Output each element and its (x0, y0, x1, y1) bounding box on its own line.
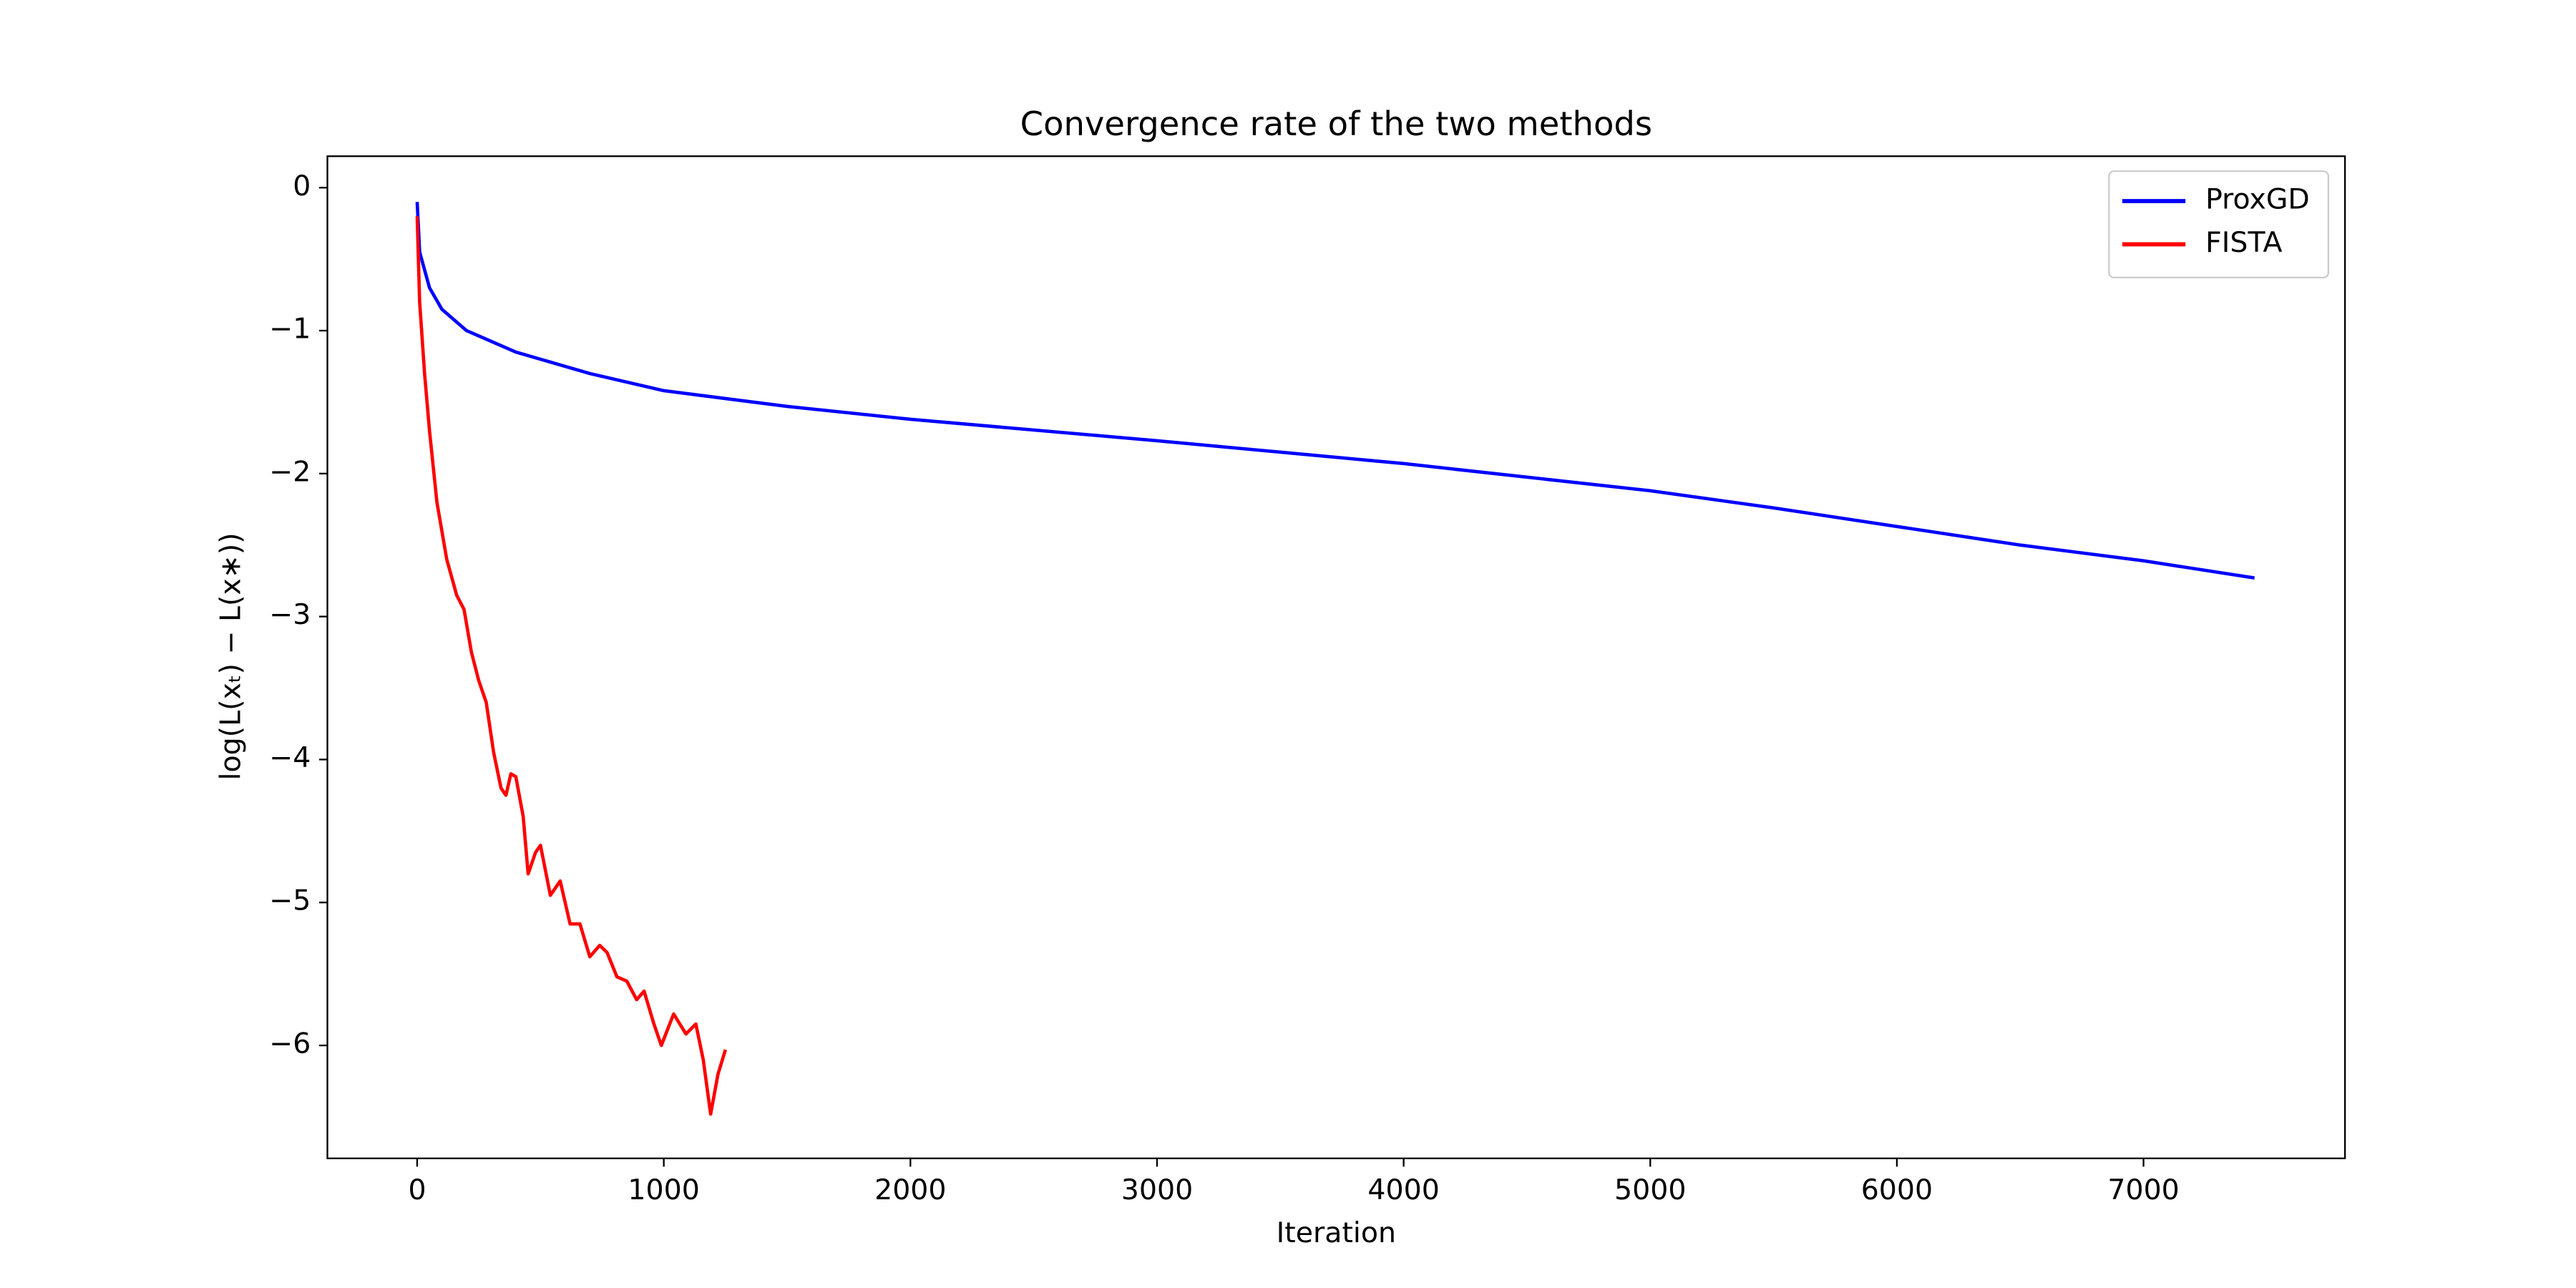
x-tick-label: 5000 (1614, 1174, 1686, 1206)
x-axis-label: Iteration (1277, 1216, 1396, 1249)
y-tick-label: −5 (269, 884, 311, 917)
chart-title: Convergence rate of the two methods (1020, 104, 1652, 143)
y-tick-label: 0 (293, 170, 311, 203)
line-series (415, 202, 2255, 580)
y-tick-label: −6 (269, 1028, 311, 1060)
x-tick-label: 3000 (1121, 1174, 1193, 1206)
plot-frame (326, 155, 2346, 1159)
x-tick-label: 7000 (2107, 1174, 2179, 1206)
y-tick-label: −1 (269, 313, 311, 346)
line-series (415, 216, 728, 1116)
y-tick-label: −4 (269, 741, 311, 774)
x-tick-label: 6000 (1861, 1174, 1933, 1206)
legend-box (2108, 170, 2330, 279)
x-tick-label: 4000 (1367, 1174, 1439, 1206)
y-tick-label: −2 (269, 455, 311, 488)
x-tick-label: 2000 (874, 1174, 946, 1206)
x-tick-label: 1000 (628, 1174, 699, 1206)
legend-label: ProxGD (2205, 183, 2310, 216)
y-axis-label: log(L(xₜ) − L(x∗)) (215, 532, 248, 780)
x-tick-label: 0 (408, 1174, 426, 1206)
y-tick-label: −3 (269, 598, 311, 631)
legend-label: FISTA (2205, 226, 2282, 259)
